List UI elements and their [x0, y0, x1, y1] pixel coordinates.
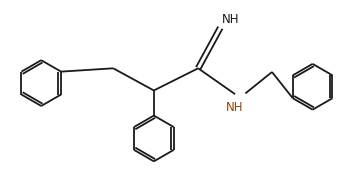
Text: NH: NH	[222, 13, 240, 26]
Text: NH: NH	[226, 101, 244, 114]
